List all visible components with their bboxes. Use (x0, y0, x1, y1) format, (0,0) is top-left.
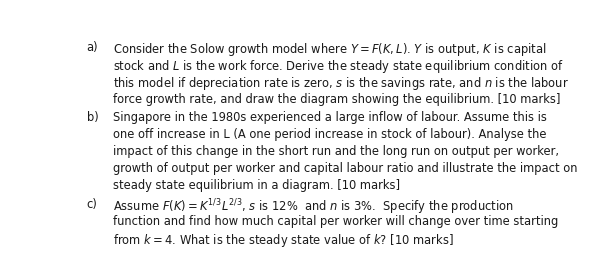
Text: one off increase in L (A one period increase in stock of labour). Analyse the: one off increase in L (A one period incr… (113, 128, 547, 141)
Text: this model if depreciation rate is zero, $s$ is the savings rate, and $n$ is the: this model if depreciation rate is zero,… (113, 75, 569, 92)
Text: function and find how much capital per worker will change over time starting: function and find how much capital per w… (113, 215, 559, 228)
Text: force growth rate, and draw the diagram showing the equilibrium. [10 marks]: force growth rate, and draw the diagram … (113, 92, 560, 106)
Text: Consider the Solow growth model where $Y = F(K, L)$. $Y$ is output, $K$ is capit: Consider the Solow growth model where $Y… (113, 41, 547, 58)
Text: Assume $F(K) = K^{1/3} L^{2/3}$, $s$ is 12%  and $n$ is 3%.  Specify the product: Assume $F(K) = K^{1/3} L^{2/3}$, $s$ is … (113, 198, 514, 217)
Text: a): a) (86, 41, 98, 54)
Text: impact of this change in the short run and the long run on output per worker,: impact of this change in the short run a… (113, 145, 559, 158)
Text: b): b) (86, 111, 98, 124)
Text: Singapore in the 1980s experienced a large inflow of labour. Assume this is: Singapore in the 1980s experienced a lar… (113, 111, 547, 124)
Text: c): c) (86, 198, 97, 211)
Text: growth of output per worker and capital labour ratio and illustrate the impact o: growth of output per worker and capital … (113, 162, 578, 175)
Text: steady state equilibrium in a diagram. [10 marks]: steady state equilibrium in a diagram. [… (113, 180, 400, 193)
Text: from $k = 4$. What is the steady state value of $k$? [10 marks]: from $k = 4$. What is the steady state v… (113, 232, 454, 249)
Text: stock and $L$ is the work force. Derive the steady state equilibrium condition o: stock and $L$ is the work force. Derive … (113, 58, 564, 75)
